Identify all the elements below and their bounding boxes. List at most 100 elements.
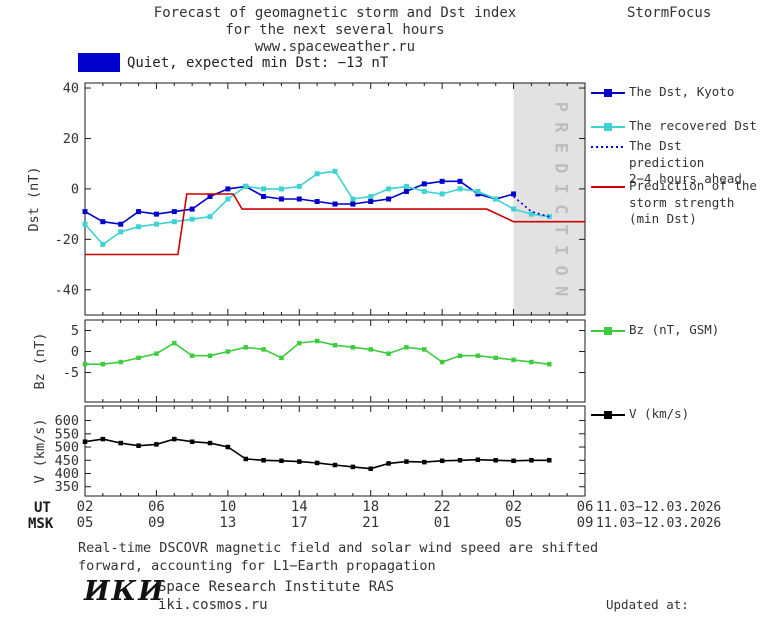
marker-v-km-s <box>261 458 266 463</box>
marker-bz-nt-gsm <box>511 357 516 363</box>
marker-bz-nt-gsm <box>172 340 177 346</box>
marker-bz-nt-gsm <box>118 359 123 365</box>
y-tick-label: -5 <box>63 365 79 381</box>
msk-tick-label: 21 <box>362 515 379 531</box>
marker-bz-nt-gsm <box>207 353 213 358</box>
marker-the-recovered-dst <box>225 196 231 202</box>
marker-the-dst-kyoto <box>118 221 124 227</box>
marker-bz-nt-gsm <box>547 361 552 367</box>
footnote: Real-time DSCOVR magnetic field and sola… <box>78 539 598 575</box>
marker-v-km-s <box>136 443 141 448</box>
marker-the-dst-kyoto <box>350 201 356 207</box>
marker-the-recovered-dst <box>243 183 249 189</box>
marker-the-recovered-dst <box>511 206 517 212</box>
marker-the-dst-kyoto <box>100 219 106 225</box>
marker-v-km-s <box>475 457 481 462</box>
y-tick-label: 350 <box>55 479 79 495</box>
marker-the-recovered-dst <box>82 221 88 227</box>
marker-the-recovered-dst <box>475 188 481 194</box>
institute-site-link[interactable]: iki.cosmos.ru <box>158 597 268 613</box>
updated-block: Updated at: UT 02:05, 12.03.2026 MSK 05:… <box>606 565 760 620</box>
y-tick-label: -20 <box>55 232 79 248</box>
marker-the-recovered-dst <box>493 196 499 202</box>
y-axis-title: Bz (nT) <box>32 333 48 390</box>
marker-the-recovered-dst <box>314 171 320 177</box>
marker-v-km-s <box>529 458 534 463</box>
ut-date-range: 11.03−12.03.2026 <box>596 500 722 515</box>
panel-frame <box>84 405 586 497</box>
marker-v-km-s <box>350 464 356 470</box>
title-line2: for the next several hours <box>225 22 445 38</box>
marker-v-km-s <box>493 458 498 463</box>
msk-tick-label: 09 <box>577 515 594 531</box>
y-tick-label: 5 <box>71 323 79 339</box>
ut-tick-label: 22 <box>434 499 451 515</box>
marker-bz-nt-gsm <box>189 353 195 358</box>
marker-the-dst-kyoto <box>511 191 517 197</box>
marker-the-recovered-dst <box>207 214 213 220</box>
y-tick-label: 20 <box>63 131 79 147</box>
marker-bz-nt-gsm <box>297 340 302 346</box>
marker-bz-nt-gsm <box>493 355 498 361</box>
marker-v-km-s <box>368 466 373 471</box>
updated-label: Updated at: <box>606 597 689 612</box>
msk-tick-label: 01 <box>434 515 451 531</box>
marker-bz-nt-gsm <box>279 355 284 361</box>
marker-the-dst-kyoto <box>475 191 481 197</box>
marker-the-recovered-dst <box>189 216 195 222</box>
footnote-line1: Real-time DSCOVR magnetic field and sola… <box>78 540 599 556</box>
prediction-band <box>513 83 585 315</box>
marker-bz-nt-gsm <box>332 342 338 348</box>
marker-the-dst-kyoto <box>136 209 142 215</box>
msk-tick-label: 09 <box>148 515 165 531</box>
marker-the-recovered-dst <box>100 241 106 247</box>
marker-v-km-s <box>332 462 338 468</box>
title-line1: Forecast of geomagnetic storm and Dst in… <box>153 5 517 21</box>
marker-the-recovered-dst <box>118 229 124 235</box>
y-tick-label: 600 <box>55 413 79 429</box>
marker-v-km-s <box>225 444 231 450</box>
marker-the-recovered-dst <box>421 188 427 194</box>
series-the-recovered-dst <box>84 170 550 246</box>
marker-bz-nt-gsm <box>457 353 463 358</box>
marker-v-km-s <box>422 459 427 465</box>
y-axis-title: V (km/s) <box>32 418 48 483</box>
marker-the-recovered-dst <box>528 211 534 217</box>
marker-the-recovered-dst <box>350 196 356 202</box>
marker-bz-nt-gsm <box>350 345 356 350</box>
marker-bz-nt-gsm <box>154 351 159 356</box>
marker-the-dst-kyoto <box>189 206 195 212</box>
marker-the-dst-kyoto <box>457 178 463 184</box>
y-tick-label: 40 <box>63 81 79 97</box>
panel-frame <box>84 319 586 403</box>
y-tick-label: 0 <box>71 344 79 360</box>
marker-bz-nt-gsm <box>368 347 373 352</box>
marker-the-dst-kyoto <box>439 178 445 184</box>
series-the-dst-prediction-2-4-hours-ahead <box>513 195 550 218</box>
y-tick-label: 400 <box>55 466 79 482</box>
marker-the-dst-kyoto <box>296 196 302 202</box>
ut-tick-label: 06 <box>577 499 594 515</box>
marker-v-km-s <box>118 440 123 446</box>
y-tick-label: 500 <box>55 440 79 456</box>
marker-bz-nt-gsm <box>225 349 231 354</box>
site-url: www.spaceweather.ru <box>254 39 416 55</box>
iki-logo: ИКИ <box>84 576 166 607</box>
marker-the-recovered-dst <box>296 183 302 189</box>
marker-bz-nt-gsm <box>422 347 427 352</box>
marker-the-recovered-dst <box>332 168 338 174</box>
msk-tick-label: 13 <box>219 515 236 531</box>
ut-row-label: UT <box>34 500 51 516</box>
marker-the-dst-kyoto <box>386 196 392 202</box>
marker-the-dst-kyoto <box>332 201 338 207</box>
marker-the-recovered-dst <box>439 191 445 197</box>
marker-v-km-s <box>189 439 195 444</box>
panel-frame <box>84 82 586 316</box>
marker-v-km-s <box>439 458 445 464</box>
footnote-line2: forward, accounting for L1−Earth propaga… <box>78 558 436 574</box>
marker-the-recovered-dst <box>136 224 142 230</box>
marker-v-km-s <box>279 458 284 464</box>
marker-the-dst-kyoto <box>403 188 409 194</box>
msk-tick-label: 17 <box>291 515 308 531</box>
